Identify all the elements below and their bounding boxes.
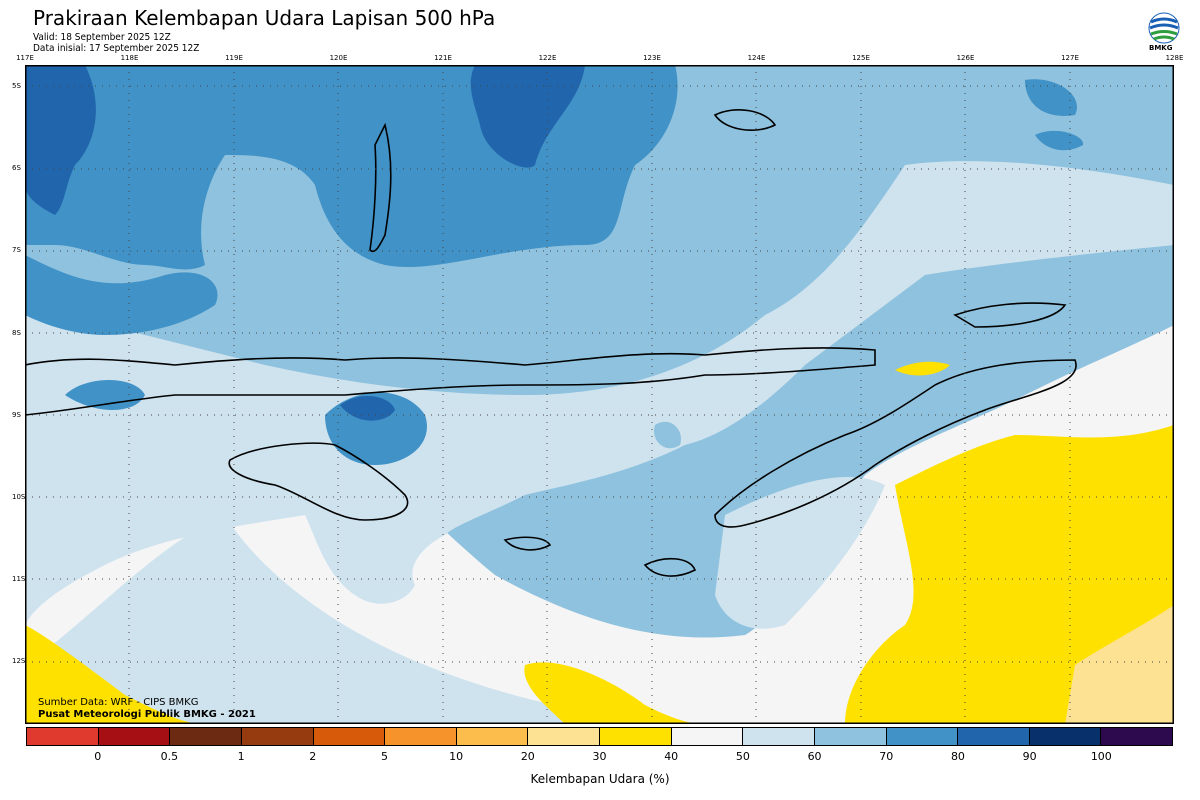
- lat-label: 7S: [12, 246, 21, 255]
- small-patch-1: [654, 421, 681, 449]
- coast-flores: [25, 347, 876, 416]
- colorbar-swatch: [600, 728, 672, 745]
- colorbar-label: 100: [1090, 750, 1112, 763]
- colorbar-swatch: [671, 728, 744, 745]
- deep-region-nw: [25, 65, 96, 215]
- colorbar-swatch: [528, 728, 600, 745]
- lon-label: 127E: [1061, 54, 1079, 62]
- colorbar-label: 40: [664, 750, 679, 763]
- map-frame: [25, 65, 1174, 724]
- credit-line: Pusat Meteorologi Publik BMKG - 2021: [38, 709, 256, 720]
- colorbar-label: 80: [950, 750, 965, 763]
- light-band-south: [25, 515, 725, 724]
- lat-label: 6S: [12, 164, 21, 173]
- lat-label: 8S: [12, 328, 21, 337]
- strong-ne-patch: [1025, 79, 1077, 116]
- colorbar-swatch: [743, 728, 815, 745]
- yellow-small: [895, 361, 950, 376]
- strong-region-north: [25, 65, 678, 270]
- yellow-region-sw: [25, 625, 205, 724]
- colorbar-label: 50: [735, 750, 750, 763]
- lat-label: 9S: [12, 410, 21, 419]
- init-time: Data inisial: 17 September 2025 12Z: [33, 43, 200, 54]
- colorbar-label: 0: [94, 750, 102, 763]
- lon-label: 118E: [120, 54, 139, 62]
- colorbar-swatch: [385, 728, 457, 745]
- lat-label: 5S: [12, 82, 21, 90]
- strong-region-west: [25, 255, 218, 335]
- colorbar-swatch: [170, 728, 242, 745]
- colorbar-label: 2: [309, 750, 317, 763]
- lon-label: 123E: [643, 54, 661, 62]
- light-band-east: [715, 476, 885, 629]
- colorbar: [26, 727, 1173, 746]
- lon-label: 120E: [329, 54, 348, 62]
- colorbar-label: 10: [449, 750, 464, 763]
- colorbar-swatch: [1029, 728, 1102, 745]
- coast-sulawesi-south: [369, 122, 392, 253]
- colorbar-label: 1: [237, 750, 245, 763]
- coast-north-islands: [713, 109, 777, 131]
- colorbar-swatch: [886, 728, 959, 745]
- lon-label: 126E: [956, 54, 975, 62]
- colorbar-swatch: [958, 728, 1030, 745]
- lon-label: 119E: [225, 54, 243, 62]
- colorbar-swatch: [313, 728, 386, 745]
- lat-label: 12S: [12, 657, 26, 666]
- coast-wetar: [953, 302, 1067, 328]
- colorbar-label: 0.5: [160, 750, 179, 763]
- colorbar-title: Kelembapan Udara (%): [530, 772, 670, 786]
- coast-rote: [643, 557, 697, 577]
- lat-label: 10S: [12, 493, 26, 501]
- colorbar-label: 90: [1022, 750, 1037, 763]
- lon-label: 117E: [16, 54, 34, 62]
- lon-label: 122E: [538, 54, 557, 62]
- humidity-map: [25, 65, 1174, 724]
- lon-label: 128E: [1165, 54, 1184, 62]
- colorbar-label: 30: [592, 750, 607, 763]
- colorbar-swatch: [456, 728, 529, 745]
- lat-label: 11S: [12, 575, 26, 584]
- data-source: Sumber Data: WRF - CIPS BMKG: [38, 697, 199, 708]
- coast-sabu: [503, 536, 552, 551]
- graticule: [25, 65, 1174, 724]
- colorbar-label: 20: [520, 750, 535, 763]
- colorbar-label: 60: [807, 750, 822, 763]
- coast-sumba: [228, 442, 409, 521]
- colorbar-swatch: [98, 728, 171, 745]
- deep-region-n: [470, 65, 585, 168]
- colorbar-swatch: [27, 728, 99, 745]
- colorbar-swatch: [241, 728, 314, 745]
- lon-label: 125E: [852, 54, 870, 62]
- pale-yellow-se: [1065, 605, 1174, 724]
- light-band: [25, 161, 1174, 625]
- valid-time: Valid: 18 September 2025 12Z: [33, 32, 171, 43]
- colorbar-swatch: [814, 728, 887, 745]
- coast-timor: [714, 359, 1077, 528]
- coastlines: [25, 109, 1077, 577]
- deep-patch-central: [340, 395, 395, 421]
- strong-ne-patch-2: [1035, 130, 1084, 151]
- colorbar-label: 5: [380, 750, 388, 763]
- yellow-region-east: [845, 425, 1174, 724]
- colorbar-label: 70: [879, 750, 894, 763]
- lon-label: 124E: [747, 54, 766, 62]
- strong-patch-west: [65, 380, 145, 410]
- logo-text: BMKG: [1149, 44, 1173, 52]
- map-title: Prakiraan Kelembapan Udara Lapisan 500 h…: [33, 6, 496, 30]
- colorbar-swatch: [1101, 728, 1172, 745]
- bmkg-logo-icon: [1148, 12, 1180, 44]
- lon-label: 121E: [434, 54, 452, 62]
- yellow-region-s: [524, 662, 705, 724]
